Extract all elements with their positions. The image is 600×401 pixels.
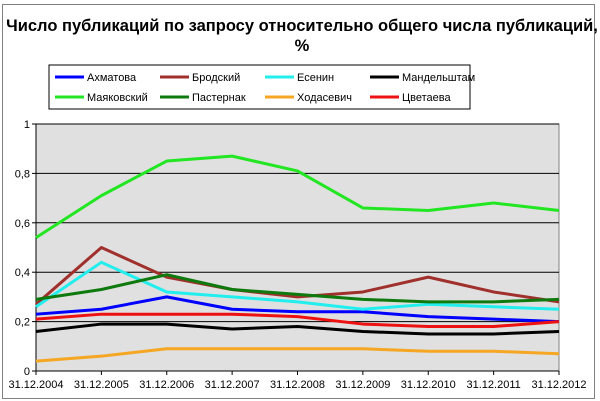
- plot-area: [35, 123, 560, 372]
- x-tick-label: 31.12.2007: [205, 379, 260, 391]
- legend-item: Мандельштам: [370, 72, 475, 84]
- legend-item: Есенин: [265, 72, 334, 84]
- y-tick-label: 1: [24, 119, 30, 131]
- legend-label: Бродский: [192, 72, 240, 84]
- series-8: [35, 312, 560, 329]
- x-tick-label: 31.12.2008: [270, 379, 325, 391]
- x-tick-label: 31.12.2011: [467, 379, 521, 391]
- legend-item: Цветаева: [370, 92, 451, 104]
- x-tick-label: 31.12.2004: [8, 379, 63, 391]
- x-tick-label: 31.12.2005: [74, 379, 129, 391]
- legend: Ахматова Бродский Есенин Мандельштам Маяковс…: [55, 72, 475, 104]
- x-tick-label: 31.12.2010: [401, 379, 456, 391]
- legend-label: Маяковский: [87, 92, 148, 104]
- series-7: [35, 347, 560, 363]
- legend-label: Мандельштам: [402, 72, 475, 84]
- legend-label: Цветаева: [402, 92, 451, 104]
- x-tick-label: 31.12.2009: [335, 379, 390, 391]
- legend-label: Есенин: [297, 72, 334, 84]
- series-lines: [35, 154, 560, 363]
- series-5: [35, 154, 560, 239]
- legend-item: Маяковский: [55, 92, 148, 104]
- legend-item: Бродский: [160, 72, 240, 84]
- legend-item: Пастернак: [160, 92, 246, 104]
- x-tick-label: 31.12.2012: [531, 379, 586, 391]
- x-tick-label: 31.12.2006: [139, 379, 194, 391]
- legend-item: Ахматова: [55, 72, 137, 84]
- legend-label: Ходасевич: [297, 92, 352, 104]
- chart-frame: [2, 4, 595, 399]
- legend-box: [48, 64, 471, 110]
- legend-item: Ходасевич: [265, 92, 352, 104]
- y-tick-label: 0,8: [15, 168, 30, 180]
- series-3: [35, 260, 560, 311]
- y-tick-label: 0: [24, 366, 30, 378]
- y-tick-label: 0,6: [15, 218, 30, 230]
- axes: 0 0,2 0,4 0,6 0,8 1 31.12.2004 31.12.2005 31.12.…: [8, 119, 586, 391]
- chart-title-line-1: Число публикаций по запросу относительно…: [6, 17, 598, 35]
- y-tick-label: 0,2: [15, 317, 30, 329]
- series-6: [35, 273, 560, 304]
- y-tick-label: 0,4: [15, 267, 30, 279]
- legend-label: Ахматова: [87, 72, 137, 84]
- series-4: [35, 322, 560, 336]
- chart-title-line-2: %: [295, 37, 310, 55]
- series-1: [35, 295, 560, 324]
- legend-label: Пастернак: [192, 92, 246, 104]
